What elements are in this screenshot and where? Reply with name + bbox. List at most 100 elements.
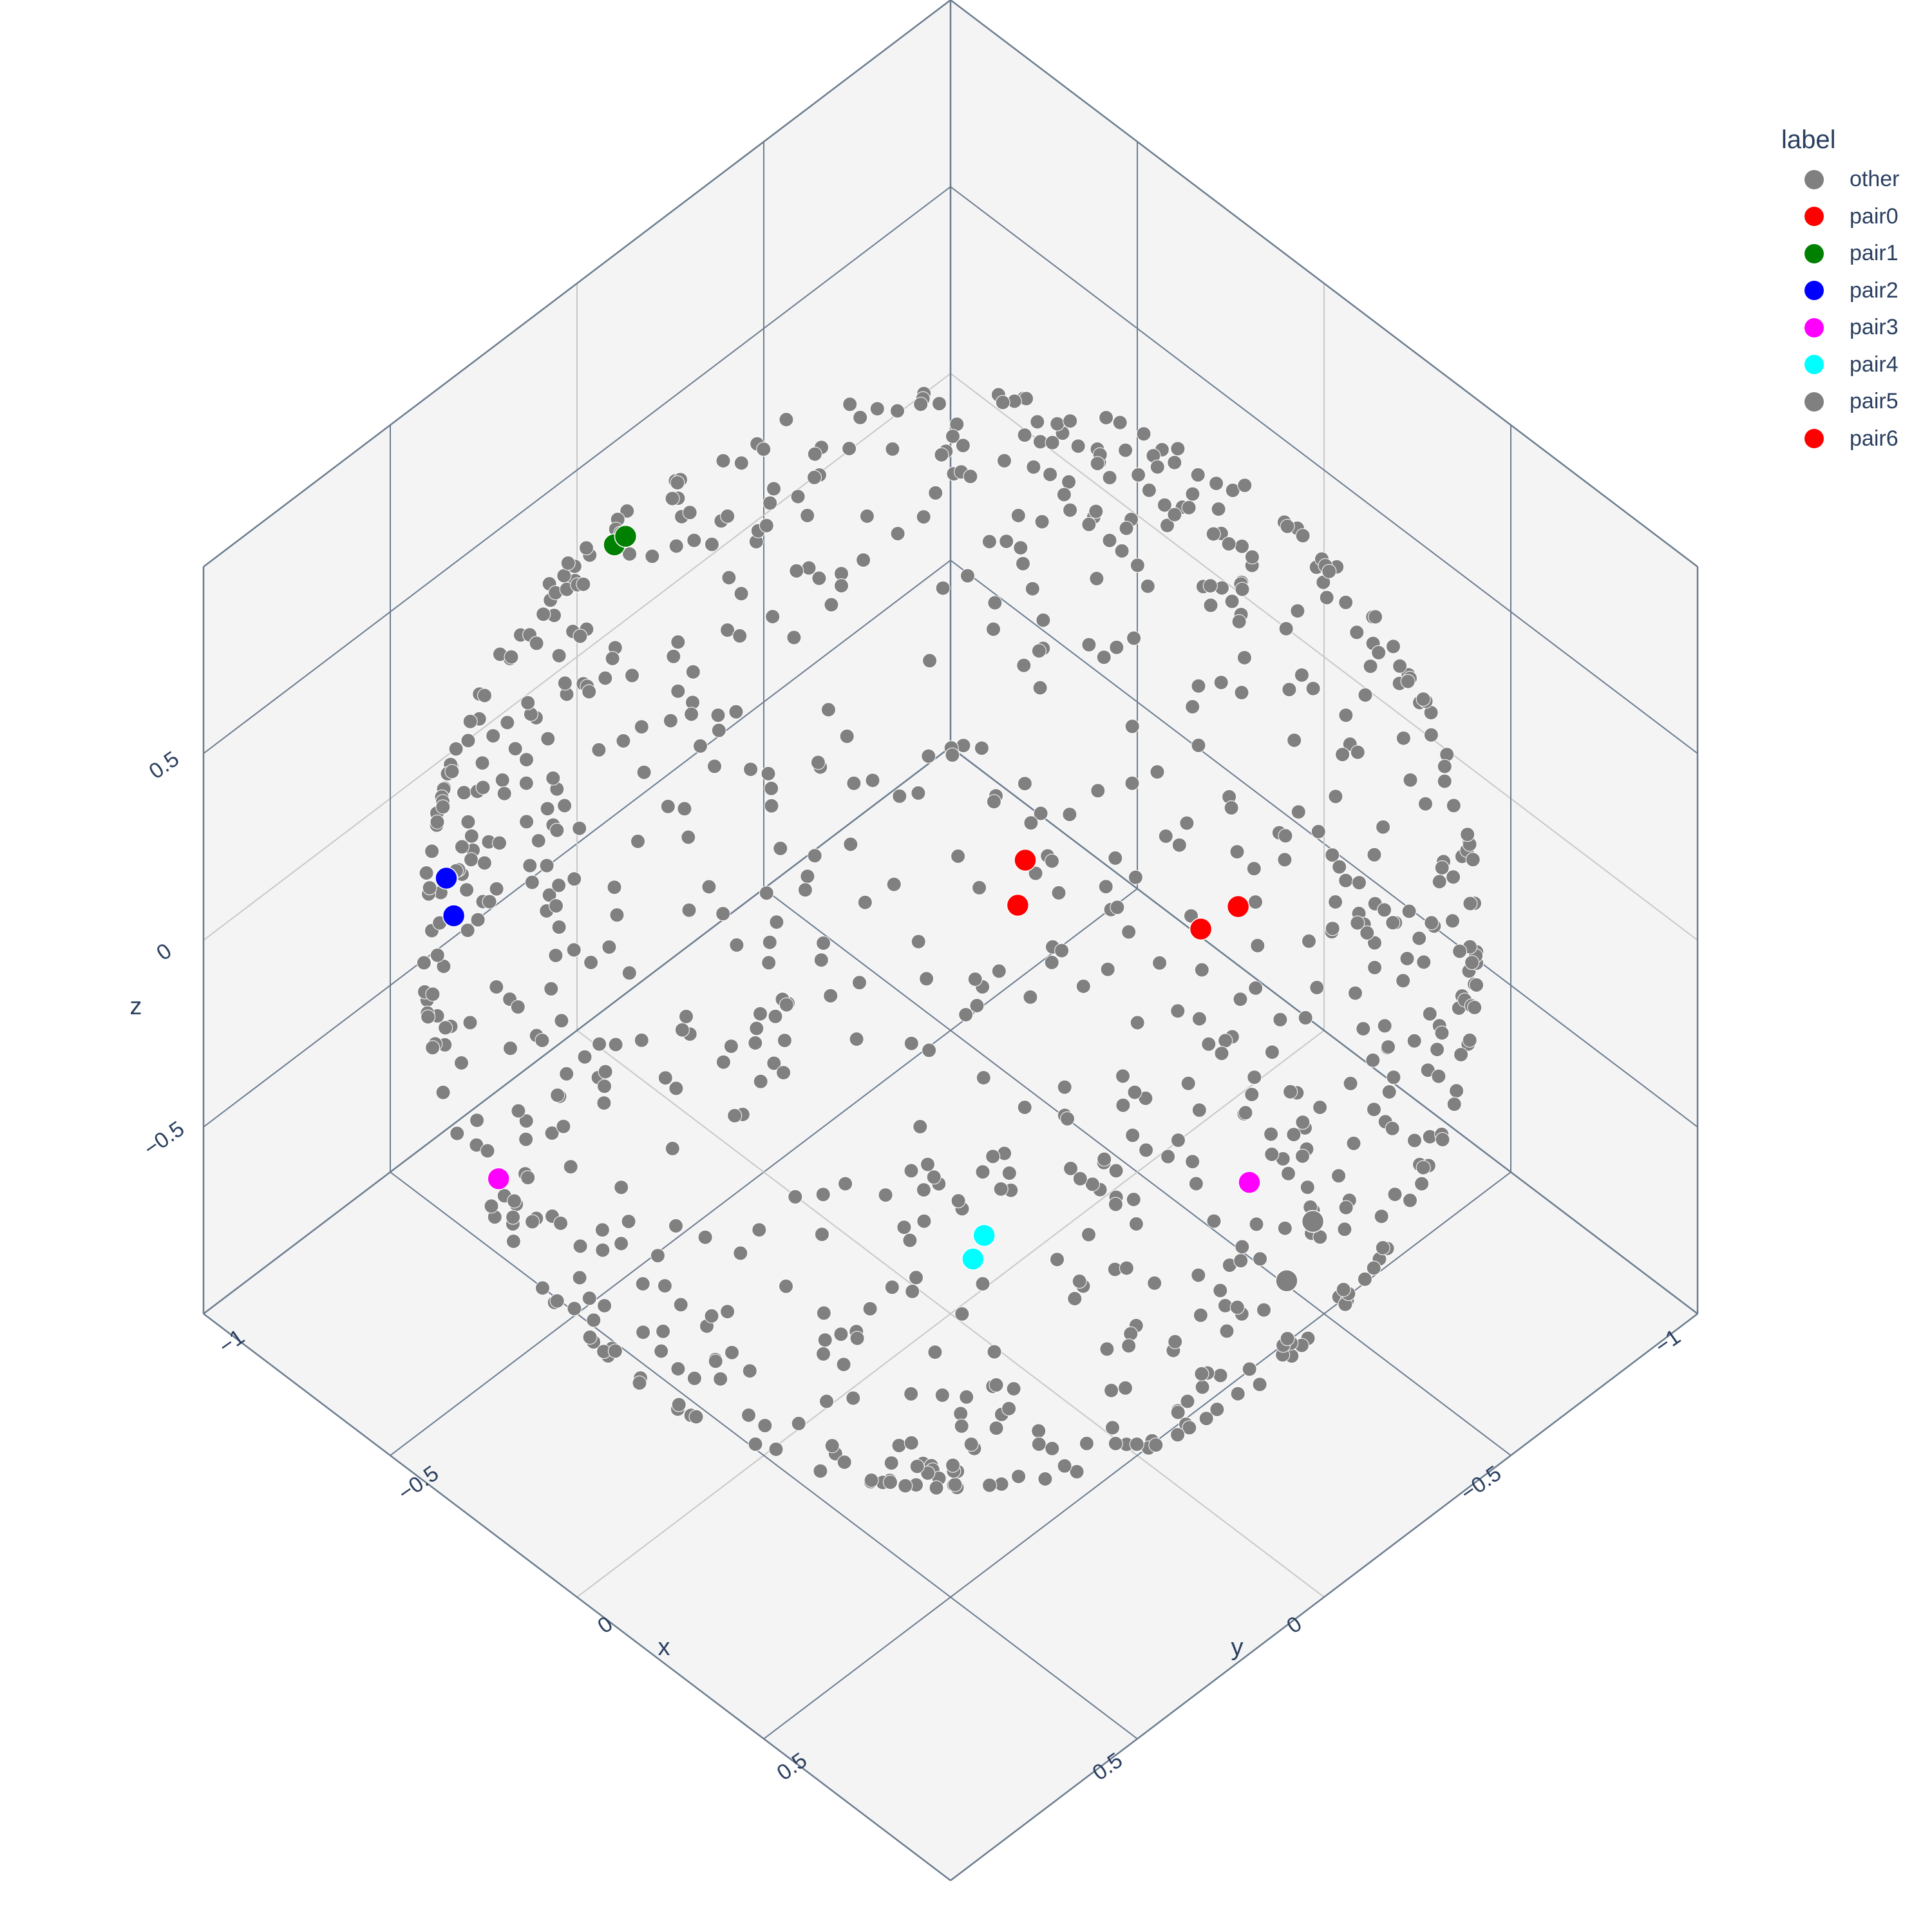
point-other [921,748,936,764]
point-other [927,1345,943,1360]
point-other [597,1298,612,1313]
legend-item-other[interactable]: other [1771,161,1926,198]
point-other [1072,1171,1088,1186]
point-other [503,1041,518,1056]
point-other [1112,415,1128,430]
point-other [614,1236,629,1251]
point-other [986,621,1001,637]
point-other [1061,474,1077,489]
point-other [1295,1115,1311,1130]
point-other [1110,900,1125,915]
point-other [1392,658,1408,674]
point-other [807,848,822,864]
point-other [1108,1163,1124,1179]
point-other [967,972,983,987]
point-other [454,839,469,855]
point-other [1051,885,1066,900]
point-other [1097,1151,1112,1167]
edge-floor-front-left [203,1313,951,1881]
point-other [1013,540,1028,556]
point-other [1128,869,1143,885]
point-other [544,981,559,996]
point-other [636,1325,651,1340]
point-other [884,1455,899,1471]
point-other [1309,980,1325,995]
point-other [734,455,749,471]
point-other [1124,775,1140,791]
point-other [916,509,931,525]
legend-swatch [1804,281,1824,301]
point-other [1060,1111,1075,1126]
point-other [1352,875,1367,891]
point-other [1244,549,1260,565]
point-other [1278,621,1294,636]
point-other [958,1007,974,1023]
point-other [556,1119,571,1134]
point-other [1031,643,1046,659]
point-other [1221,536,1236,551]
point-other [1242,1361,1257,1377]
point-other [1096,650,1112,665]
legend-item-pair3[interactable]: pair3 [1771,309,1926,346]
x-axis-title: x [658,1634,670,1661]
point-other [724,1345,739,1360]
point-other [1057,1079,1072,1095]
point-other [864,1473,879,1488]
point-other [869,401,885,417]
point-other [1250,938,1265,953]
grid-lines [203,142,1698,1739]
point-other [753,1074,768,1089]
point-other [945,1457,961,1473]
point-other [1214,1046,1229,1061]
point-other [685,664,701,679]
legend-item-pair6[interactable]: pair6 [1771,421,1926,458]
point-other [833,1327,849,1342]
point-other [1367,1102,1381,1117]
point-other [1325,848,1340,863]
point-other [761,766,776,781]
point-other [1072,1274,1087,1289]
point-other [475,780,491,795]
point-other [582,684,597,699]
point-other [1278,828,1293,844]
point-other [817,1332,833,1348]
legend-item-pair0[interactable]: pair0 [1771,198,1926,236]
legend-item-pair2[interactable]: pair2 [1771,272,1926,310]
point-other [419,866,434,880]
point-other [824,1438,840,1454]
point-other [551,920,567,935]
point-other [753,1006,768,1021]
point-other [1434,1025,1450,1041]
point-other [905,1283,920,1299]
point-other [1233,992,1248,1007]
legend-item-pair1[interactable]: pair1 [1771,235,1926,272]
point-other [920,1465,936,1481]
legend-item-pair5[interactable]: pair5 [1771,383,1926,421]
point-other [1406,1033,1422,1048]
point-other [1374,1209,1389,1224]
legend-item-pair4[interactable]: pair4 [1771,346,1926,384]
z-tick-label: 0 [152,938,176,965]
point-other [605,651,620,666]
point-other [1119,520,1134,536]
point-other [616,733,631,748]
point-other [1291,804,1306,820]
point-other [995,395,1010,410]
point-other [1435,1132,1450,1147]
point-pair6 [1226,895,1250,918]
point-other [1219,1323,1235,1339]
point-other [540,801,555,817]
point-pair2 [435,866,458,890]
point-other [435,1084,451,1100]
point-other [919,971,934,987]
point-other [816,936,831,951]
point-other [1206,526,1221,542]
point-other [477,688,492,703]
point-other [1295,1148,1310,1164]
point-other [1179,815,1195,831]
point-other [768,1441,784,1457]
point-other [896,1220,912,1235]
point-other [582,1329,598,1345]
point-other [544,1126,560,1141]
